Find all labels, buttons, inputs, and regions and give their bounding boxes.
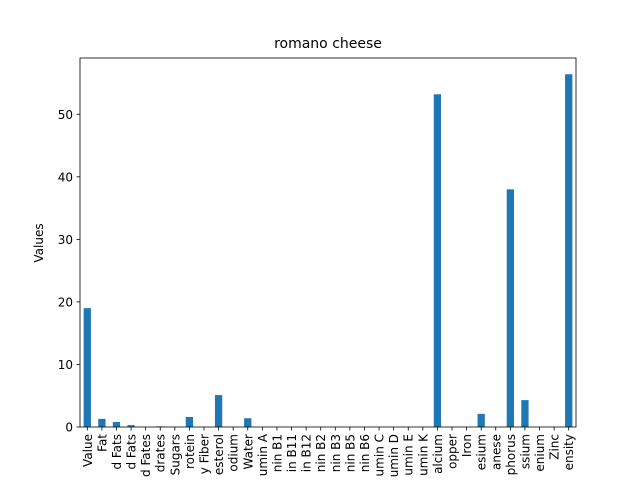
bar: [565, 74, 573, 427]
bar: [127, 425, 135, 427]
x-tick-label: y Fiber: [198, 434, 212, 474]
x-tick-label: rotein: [183, 434, 197, 469]
bar: [185, 416, 194, 427]
bar: [506, 189, 514, 427]
plot-frame: [79, 57, 577, 428]
y-tick-label: 10: [58, 358, 73, 372]
bar: [244, 418, 252, 427]
bar: [83, 308, 91, 427]
y-tick-label: 0: [65, 421, 73, 435]
x-tick-label: opper: [446, 434, 460, 469]
x-tick-label: umin E: [402, 434, 416, 476]
y-axis-ticks: 0 10 20 30 40 50: [58, 108, 80, 435]
x-tick-label: esterol: [212, 434, 226, 475]
x-tick-label: phorus: [504, 434, 518, 475]
x-tick-label: Fat: [95, 434, 109, 452]
x-tick-label: nin B6: [358, 434, 372, 472]
chart-title: romano cheese: [274, 36, 382, 52]
x-tick-label: in B11: [285, 434, 299, 472]
x-tick-label: nin B2: [314, 434, 328, 472]
y-tick-label: 50: [58, 108, 73, 122]
x-tick-label: umin D: [387, 434, 401, 477]
x-tick-label: esium: [475, 434, 489, 470]
y-axis-label: Values: [32, 223, 46, 262]
x-tick-label: alcium: [431, 434, 445, 474]
bars-group: [83, 74, 573, 428]
bar: [112, 422, 121, 427]
x-tick-label: nin B1: [270, 434, 284, 472]
x-tick-label: umin A: [256, 433, 270, 476]
x-tick-label: Water: [241, 434, 255, 470]
bar: [521, 400, 529, 427]
x-tick-label: Sugars: [168, 434, 182, 475]
x-tick-label: d Fates: [139, 434, 153, 477]
x-tick-label: in B12: [300, 434, 314, 472]
x-tick-label: enium: [533, 434, 547, 472]
y-tick-label: 20: [58, 295, 73, 309]
x-tick-label: Value: [81, 434, 95, 467]
bar: [214, 395, 223, 427]
x-tick-label: ssium: [518, 434, 532, 469]
x-tick-label: umin C: [373, 434, 387, 476]
y-tick-label: 30: [58, 233, 73, 247]
x-tick-label: odium: [227, 434, 241, 472]
x-tick-label: Zinc: [548, 434, 562, 460]
x-tick-label: anese: [489, 434, 503, 470]
y-tick-label: 40: [58, 170, 73, 184]
x-tick-label: Iron: [460, 434, 474, 457]
x-tick-label: umin K: [416, 433, 430, 476]
x-tick-label: ensity: [562, 434, 576, 470]
x-tick-label: nin B5: [343, 434, 357, 472]
bar: [433, 94, 442, 428]
x-tick-label: d Fats: [110, 434, 124, 470]
x-axis-ticks: Value Fat d Fats d Fats d Fates drates Sugars r…: [81, 427, 576, 477]
bar: [477, 413, 485, 427]
x-tick-label: nin B3: [329, 434, 343, 472]
x-tick-label: d Fats: [125, 434, 139, 470]
bar: [98, 418, 106, 427]
x-tick-label: drates: [154, 434, 168, 472]
